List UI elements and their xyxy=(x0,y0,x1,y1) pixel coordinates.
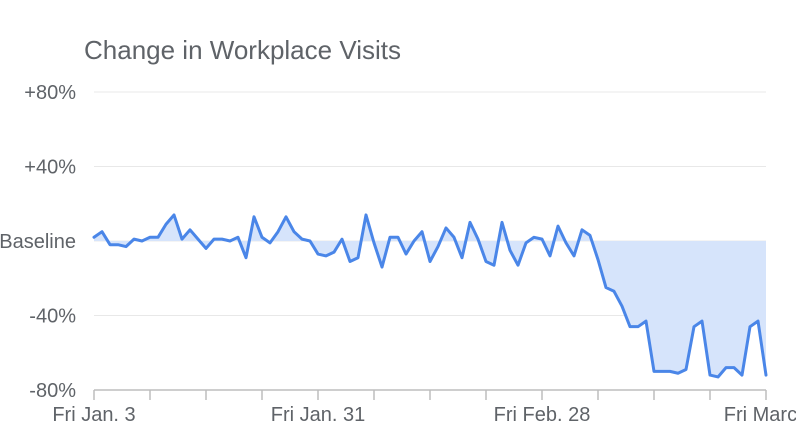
chart-title: Change in Workplace Visits xyxy=(84,35,401,65)
x-axis-labels: Fri Jan. 3 Fri Jan. 31 Fri Feb. 28 Fri Marc… xyxy=(52,404,796,426)
y-tick-label: +40% xyxy=(24,157,76,179)
area-fill xyxy=(94,214,766,377)
baseline-area xyxy=(94,214,766,377)
y-tick-label: -80% xyxy=(29,380,76,402)
y-tick-label: Baseline xyxy=(0,231,76,253)
x-tick-label: Fri Jan. 3 xyxy=(52,404,135,426)
x-tick-label: Fri Jan. 31 xyxy=(271,404,365,426)
y-tick-label: -40% xyxy=(29,306,76,328)
y-axis-labels: +80% +40% Baseline -40% -80% xyxy=(0,82,76,402)
series-line xyxy=(92,213,768,379)
y-tick-label: +80% xyxy=(24,82,76,104)
x-tick-label: Fri Feb. 28 xyxy=(494,404,591,426)
series-line-group xyxy=(92,213,768,379)
x-tick-label: Fri March xyxy=(724,404,796,426)
x-axis xyxy=(93,389,767,400)
